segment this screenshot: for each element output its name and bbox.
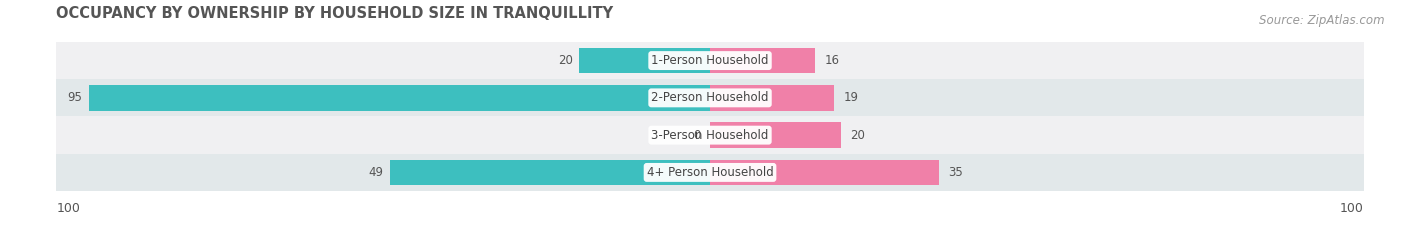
Text: 49: 49 [368, 166, 382, 179]
Bar [56, 116, 1364, 154]
Text: 95: 95 [67, 91, 83, 104]
Bar [710, 85, 834, 110]
Bar [710, 160, 939, 185]
Text: 19: 19 [844, 91, 859, 104]
Bar [89, 85, 710, 110]
Bar [56, 42, 1364, 79]
Text: 100: 100 [1340, 202, 1364, 215]
Text: 100: 100 [56, 202, 80, 215]
Bar [56, 79, 1364, 116]
Text: 16: 16 [824, 54, 839, 67]
Text: 2-Person Household: 2-Person Household [651, 91, 769, 104]
Text: 35: 35 [949, 166, 963, 179]
Text: OCCUPANCY BY OWNERSHIP BY HOUSEHOLD SIZE IN TRANQUILLITY: OCCUPANCY BY OWNERSHIP BY HOUSEHOLD SIZE… [56, 7, 613, 21]
Bar [710, 48, 814, 73]
Text: 4+ Person Household: 4+ Person Household [647, 166, 773, 179]
Text: 1-Person Household: 1-Person Household [651, 54, 769, 67]
Bar [56, 154, 1364, 191]
Bar [710, 123, 841, 148]
Text: 3-Person Household: 3-Person Household [651, 129, 769, 142]
Text: 20: 20 [558, 54, 572, 67]
Bar [389, 160, 710, 185]
Bar [579, 48, 710, 73]
Text: 0: 0 [693, 129, 700, 142]
Text: Source: ZipAtlas.com: Source: ZipAtlas.com [1260, 14, 1385, 27]
Text: 20: 20 [851, 129, 866, 142]
